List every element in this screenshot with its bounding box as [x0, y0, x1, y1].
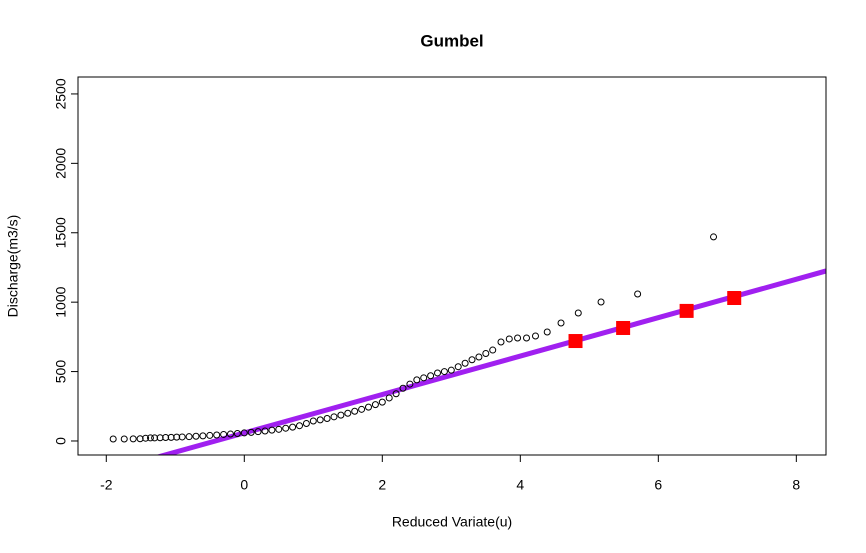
point	[146, 434, 154, 442]
point	[434, 369, 442, 377]
point	[289, 423, 297, 431]
point	[351, 407, 359, 415]
point	[254, 428, 262, 436]
y-tick-label: 0	[53, 437, 69, 445]
point	[597, 298, 605, 306]
x-tick-label: 0	[240, 477, 248, 493]
point	[468, 356, 476, 364]
x-tick-label: -2	[100, 477, 113, 493]
point-square	[616, 320, 631, 335]
point	[358, 405, 366, 413]
point	[226, 430, 234, 438]
y-tick-label: 2500	[53, 78, 69, 109]
chart-title: Gumbel	[420, 31, 483, 50]
point	[385, 394, 393, 402]
point	[316, 416, 324, 424]
y-tick-label: 1500	[53, 217, 69, 248]
point-square	[679, 303, 694, 318]
point	[323, 414, 331, 422]
point	[634, 290, 642, 298]
x-tick-label: 4	[516, 477, 524, 493]
point	[461, 359, 469, 367]
point	[233, 429, 241, 437]
point	[427, 372, 435, 380]
x-axis-label: Reduced Variate(u)	[392, 514, 512, 530]
point	[497, 338, 505, 346]
point	[240, 429, 248, 437]
point	[109, 435, 117, 443]
point	[213, 431, 221, 439]
point-square	[727, 290, 742, 305]
point	[413, 376, 421, 384]
point	[192, 432, 200, 440]
point	[475, 353, 483, 361]
point	[543, 328, 551, 336]
point	[330, 413, 338, 421]
point	[178, 433, 186, 441]
point	[505, 335, 513, 343]
point	[482, 350, 490, 358]
point	[142, 434, 150, 442]
point	[392, 390, 400, 398]
point	[220, 430, 228, 438]
fit-line	[155, 268, 826, 455]
point	[309, 417, 317, 425]
point	[337, 411, 345, 419]
point	[275, 425, 283, 433]
x-tick-label: 6	[654, 477, 662, 493]
point	[514, 334, 522, 342]
point-square	[568, 334, 583, 349]
plot-frame	[77, 76, 827, 456]
point	[406, 380, 414, 388]
y-tick-label: 500	[53, 360, 69, 384]
point	[282, 424, 290, 432]
point	[420, 374, 428, 382]
point	[129, 435, 137, 443]
point	[120, 435, 128, 443]
point	[523, 334, 531, 342]
point	[296, 422, 304, 430]
y-tick-label: 2000	[53, 148, 69, 179]
point	[302, 419, 310, 427]
y-tick-label: 1000	[53, 286, 69, 317]
x-tick-label: 8	[792, 477, 800, 493]
y-axis-label: Discharge(m3/s)	[5, 215, 21, 318]
point	[557, 319, 565, 327]
point	[710, 233, 718, 241]
point	[268, 426, 276, 434]
point	[199, 432, 207, 440]
point	[489, 346, 497, 354]
point	[378, 398, 386, 406]
point	[344, 409, 352, 417]
plot-area	[109, 233, 826, 455]
point	[247, 428, 255, 436]
point	[185, 433, 193, 441]
point	[371, 401, 379, 409]
point	[447, 366, 455, 374]
point	[261, 427, 269, 435]
point	[574, 309, 582, 317]
point	[454, 363, 462, 371]
point	[531, 332, 539, 340]
point	[440, 368, 448, 376]
point	[206, 431, 214, 439]
point	[399, 384, 407, 392]
x-tick-label: 2	[378, 477, 386, 493]
point	[365, 403, 373, 411]
